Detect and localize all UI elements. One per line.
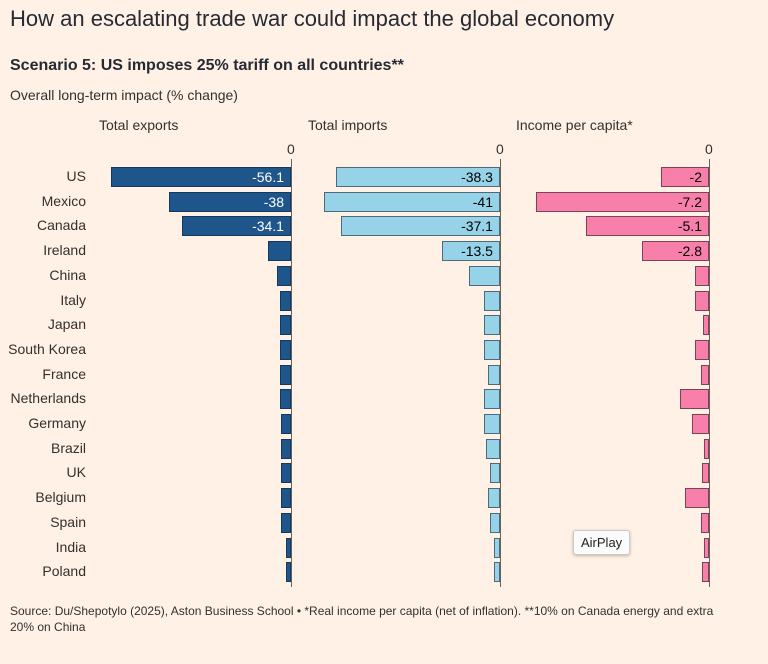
income-bar-south-korea [694,339,709,360]
imports-bar-netherlands [483,389,500,410]
imports-bar-ireland: -13.5 [442,241,500,262]
income-bar-china [694,265,709,286]
imports-bar-south-korea [484,339,500,360]
exports-bar-japan [279,315,291,336]
country-label-netherlands: Netherlands [10,390,87,407]
exports-bar-italy [279,290,291,311]
country-label-france: France [42,365,86,382]
country-label-spain: Spain [50,513,86,530]
income-bar-us: -2 [660,167,709,187]
panel-title-exports: Total exports [99,117,179,133]
country-label-china: China [49,266,86,283]
exports-bar-germany [280,414,291,434]
exports-bar-india [286,537,291,558]
income-zero-line [709,159,710,587]
imports-bar-belgium [487,488,500,509]
income-value-label: -7.2 [677,193,702,210]
imports-bar-italy [483,290,500,311]
income-bar-spain [700,512,709,533]
imports-value-label: -41 [472,193,493,210]
exports-bar-netherlands [280,389,291,410]
imports-value-label: -37.1 [461,218,493,235]
exports-bar-us: -56.1 [111,167,291,187]
exports-value-label: -34.1 [252,218,284,235]
exports-bar-china [276,265,291,286]
chart-title: How an escalating trade war could impact… [10,6,615,31]
country-label-ireland: Ireland [43,242,86,259]
chart-subtitle: Scenario 5: US imposes 25% tariff on all… [10,57,404,74]
income-bar-brazil [704,438,709,459]
country-label-uk: UK [66,464,86,481]
exports-bar-uk [281,463,291,484]
chart-description: Overall long-term impact (% change) [10,87,238,103]
imports-bar-india [494,537,500,558]
imports-value-label: -38.3 [461,169,493,185]
income-bar-italy [694,290,709,311]
imports-value-label: -13.5 [461,243,493,260]
income-bar-ireland: -2.8 [641,241,709,262]
imports-bar-canada: -37.1 [340,216,500,237]
exports-zero-line [291,159,292,587]
exports-bar-belgium [281,488,291,509]
income-value-label: -5.1 [677,218,702,235]
imports-bar-japan [484,315,500,336]
zero-tick-income: 0 [705,141,713,157]
imports-bar-germany [483,414,500,434]
income-bar-france [700,364,709,385]
income-bar-netherlands [680,389,709,410]
country-label-canada: Canada [36,217,86,234]
imports-bar-spain [490,512,500,533]
imports-bar-france [488,364,500,385]
country-label-us: US [66,168,86,184]
income-value-label: -2.8 [677,243,702,260]
country-label-japan: Japan [47,316,86,333]
zero-tick-imports: 0 [496,141,504,157]
income-bar-poland [701,562,709,583]
country-label-italy: Italy [60,291,86,308]
panel-title-income: Income per capita* [516,117,633,133]
imports-bar-poland [494,562,500,583]
income-bar-mexico: -7.2 [536,191,709,212]
exports-value-label: -56.1 [252,169,284,185]
exports-bar-brazil [281,438,291,459]
exports-bar-canada: -34.1 [181,216,291,237]
income-bar-india [704,537,709,558]
country-label-germany: Germany [28,415,86,431]
income-bar-japan [702,315,709,336]
income-bar-germany [692,414,709,434]
income-bar-belgium [684,488,709,509]
country-label-poland: Poland [42,563,86,580]
exports-bar-france [280,364,291,385]
imports-zero-line [500,159,501,587]
exports-bar-poland [286,562,291,583]
country-label-south-korea: South Korea [8,340,86,357]
exports-bar-spain [281,512,291,533]
imports-bar-uk [490,463,500,484]
income-bar-canada: -5.1 [586,216,709,237]
exports-bar-south-korea [279,339,291,360]
exports-bar-ireland [267,241,291,262]
income-bar-uk [701,463,709,484]
zero-tick-exports: 0 [287,141,295,157]
imports-bar-us: -38.3 [335,167,500,187]
imports-bar-mexico: -41 [324,191,500,212]
imports-bar-brazil [486,438,500,459]
country-label-belgium: Belgium [35,489,86,506]
country-label-india: India [55,538,86,555]
source-note: Source: Du/Shepotylo (2025), Aston Busin… [10,604,714,634]
country-label-brazil: Brazil [50,439,86,456]
exports-bar-mexico: -38 [169,191,291,212]
exports-value-label: -38 [263,193,284,210]
imports-bar-china [469,265,500,286]
income-value-label: -2 [689,169,702,185]
country-label-mexico: Mexico [41,192,86,209]
airplay-tooltip: AirPlay [573,530,631,555]
panel-title-imports: Total imports [308,117,388,133]
